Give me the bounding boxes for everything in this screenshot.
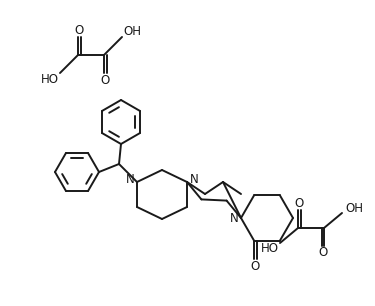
Text: N: N [190,173,198,185]
Text: HO: HO [261,241,279,255]
Text: OH: OH [345,201,363,215]
Text: HO: HO [41,73,59,85]
Text: O: O [100,73,109,87]
Text: N: N [230,211,238,225]
Text: OH: OH [123,24,141,38]
Text: O: O [74,24,84,36]
Text: N: N [126,173,134,185]
Text: O: O [294,196,304,210]
Text: O: O [251,260,260,273]
Text: O: O [318,247,328,259]
